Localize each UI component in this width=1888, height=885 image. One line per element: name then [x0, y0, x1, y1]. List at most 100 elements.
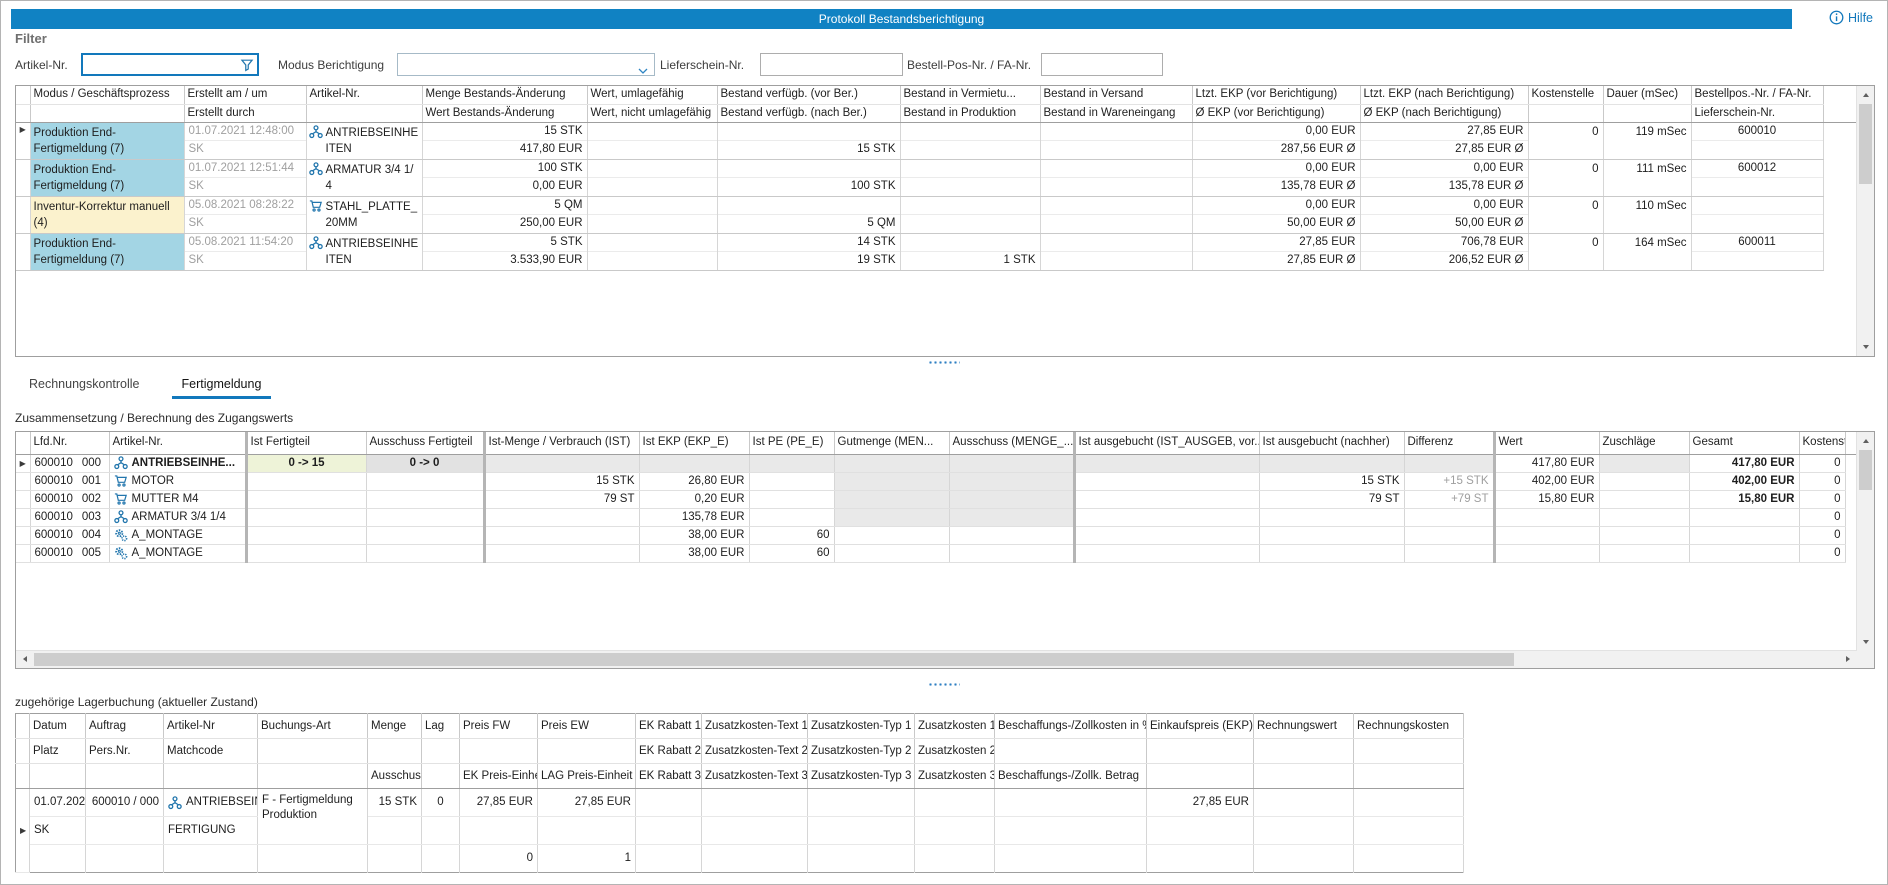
column-header[interactable]: Zusatzkosten 3	[914, 763, 995, 789]
table-row[interactable]: 600010 005 A_MONTAGE 38,00 EUR 60 0	[16, 544, 1846, 563]
column-header[interactable]: Datum	[29, 713, 86, 739]
column-header[interactable]: Zusatzkosten-Typ 1	[807, 713, 915, 739]
column-header[interactable]: Bestand in Versand	[1040, 86, 1193, 105]
table-row[interactable]: Inventur-Korrektur manuell (4) 05.08.202…	[16, 196, 1824, 234]
table-row[interactable]: 0 1	[16, 844, 1464, 873]
tab[interactable]: Rechnungskontrolle	[29, 377, 140, 391]
column-header[interactable]: Beschaffungs-/Zollk. Betrag	[994, 763, 1147, 789]
column-header[interactable]	[421, 738, 460, 764]
table-row[interactable]: Produktion End-Fertigmeldung (7) 05.08.2…	[16, 233, 1824, 271]
column-header[interactable]: Ist-Menge / Verbrauch (IST)	[482, 432, 640, 455]
column-header[interactable]: Platz	[29, 738, 86, 764]
column-header[interactable]: Wert Bestands-Änderung	[422, 104, 588, 123]
column-header[interactable]: Zusatzkosten-Text 1	[701, 713, 808, 739]
column-header[interactable]: Zusatzkosten-Text 3	[701, 763, 808, 789]
table-row[interactable]: 600010 002 MUTTER M4 79 ST 0,20 EUR 79 ST…	[16, 490, 1846, 509]
column-header[interactable]: Ist ausgebucht (nachher)	[1259, 432, 1405, 455]
scrollbar-thumb[interactable]	[1859, 104, 1872, 184]
funnel-icon[interactable]	[240, 58, 254, 77]
column-header[interactable]: Differenz	[1404, 432, 1495, 455]
table-row[interactable]: ▶ 01.07.2021 600010 / 000 ANTRIEBSEIN...…	[15, 788, 1464, 873]
column-header[interactable]: Bestand in Wareneingang	[1040, 104, 1193, 123]
column-header[interactable]	[367, 738, 422, 764]
table-row[interactable]: 600010 004 A_MONTAGE 38,00 EUR 60 0	[16, 526, 1846, 545]
splitter-handle[interactable]	[1, 683, 1887, 689]
scroll-down-arrow[interactable]	[1857, 339, 1874, 356]
column-header[interactable]	[1146, 738, 1254, 764]
column-header[interactable]	[1603, 104, 1692, 123]
bestell-pos-nr-input-field[interactable]	[1042, 54, 1162, 75]
column-header[interactable]: LAG Preis-Einheit	[537, 763, 636, 789]
table-row[interactable]: ▶ Produktion End-Fertigmeldung (7) 01.07…	[16, 122, 1824, 160]
horizontal-scrollbar[interactable]	[16, 650, 1857, 668]
artikel-nr-input-field[interactable]	[83, 55, 257, 74]
column-header[interactable]: Dauer (mSec)	[1603, 86, 1692, 105]
table-row[interactable]: SK FERTIGUNG	[16, 816, 1464, 845]
column-header[interactable]	[1353, 763, 1464, 789]
column-header[interactable]	[85, 763, 164, 789]
column-header[interactable]: Pers.Nr.	[85, 738, 164, 764]
scrollbar-thumb[interactable]	[34, 653, 1514, 666]
column-header[interactable]	[1528, 104, 1604, 123]
bestell-pos-nr-input[interactable]	[1041, 53, 1163, 76]
column-header[interactable]: Zusatzkosten 1	[914, 713, 995, 739]
column-header[interactable]: Preis FW	[459, 713, 538, 739]
column-header[interactable]: Ø EKP (vor Berichtigung)	[1192, 104, 1361, 123]
column-header[interactable]: Ausschuss Fertigteil	[366, 432, 485, 455]
column-header[interactable]: Ist Fertigteil	[244, 432, 367, 455]
column-header[interactable]: Ausschuss (MENGE_...	[949, 432, 1075, 455]
column-header[interactable]: Gutmenge (MEN...	[834, 432, 950, 455]
column-header[interactable]: EK Rabatt 2	[635, 738, 702, 764]
column-header[interactable]	[257, 738, 368, 764]
artikel-nr-input[interactable]	[81, 53, 259, 76]
column-header[interactable]: Rechnungswert	[1253, 713, 1354, 739]
column-header[interactable]	[459, 738, 538, 764]
column-header[interactable]: Zuschläge	[1599, 432, 1690, 455]
table-row[interactable]: ▶ 600010 000 ANTRIEBSEINHE... 0 -> 15 0 -…	[16, 454, 1846, 473]
modus-berichtigung-select[interactable]	[397, 53, 655, 76]
scroll-up-arrow[interactable]	[1857, 432, 1874, 449]
column-header[interactable]	[1253, 738, 1354, 764]
column-header[interactable]: Ltzt. EKP (nach Berichtigung)	[1360, 86, 1529, 105]
column-header[interactable]: Zusatzkosten-Typ 2	[807, 738, 915, 764]
column-header[interactable]: Lieferschein-Nr.	[1691, 104, 1824, 123]
column-header[interactable]: Artikel-Nr.	[109, 432, 247, 455]
column-header[interactable]: Lag	[421, 713, 460, 739]
column-header[interactable]: Artikel-Nr	[163, 713, 258, 739]
lieferschein-nr-input-field[interactable]	[761, 54, 902, 75]
column-header[interactable]: Bestand verfügb. (vor Ber.)	[717, 86, 901, 105]
tab[interactable]: Fertigmeldung	[171, 373, 272, 399]
help-button[interactable]: Hilfe	[1829, 10, 1873, 25]
vertical-scrollbar[interactable]	[1856, 86, 1874, 356]
column-header[interactable]: Wert, nicht umlagefähig	[587, 104, 718, 123]
table-row[interactable]: Produktion End-Fertigmeldung (7) 01.07.2…	[16, 159, 1824, 197]
column-header[interactable]: Ist ausgebucht (IST_AUSGEB, vor...	[1072, 432, 1260, 455]
column-header[interactable]: Zusatzkosten 2	[914, 738, 995, 764]
column-header[interactable]	[163, 763, 258, 789]
column-header[interactable]: Zusatzkosten-Typ 3	[807, 763, 915, 789]
column-header[interactable]: Rechnungskosten	[1353, 713, 1464, 739]
column-header[interactable]: Bestand in Produktion	[900, 104, 1041, 123]
column-header[interactable]: Erstellt am / um	[184, 86, 307, 105]
column-header[interactable]	[1146, 763, 1254, 789]
column-header[interactable]: Artikel-Nr.	[306, 86, 423, 105]
column-header[interactable]: Lfd.Nr.	[30, 432, 110, 455]
column-header[interactable]: Beschaffungs-/Zollkosten in %	[994, 713, 1147, 739]
modus-berichtigung-value[interactable]	[398, 54, 654, 75]
column-header[interactable]: Ist EKP (EKP_E)	[639, 432, 750, 455]
column-header[interactable]: Wert	[1492, 432, 1600, 455]
scrollbar-thumb[interactable]	[1859, 450, 1872, 490]
column-header[interactable]: Erstellt durch	[184, 104, 307, 123]
splitter-handle[interactable]	[1, 361, 1887, 367]
table-row[interactable]: 600010 001 MOTOR 15 STK 26,80 EUR 15 STK …	[16, 472, 1846, 491]
column-header[interactable]	[994, 738, 1147, 764]
column-header[interactable]	[306, 104, 423, 123]
column-header[interactable]: Ltzt. EKP (vor Berichtigung)	[1192, 86, 1361, 105]
column-header[interactable]	[1353, 738, 1464, 764]
column-header[interactable]	[257, 763, 368, 789]
column-header[interactable]: Ist PE (PE_E)	[749, 432, 835, 455]
column-header[interactable]: Buchungs-Art	[257, 713, 368, 739]
column-header[interactable]: Wert, umlagefähig	[587, 86, 718, 105]
column-header[interactable]	[421, 763, 460, 789]
column-header[interactable]	[1253, 763, 1354, 789]
